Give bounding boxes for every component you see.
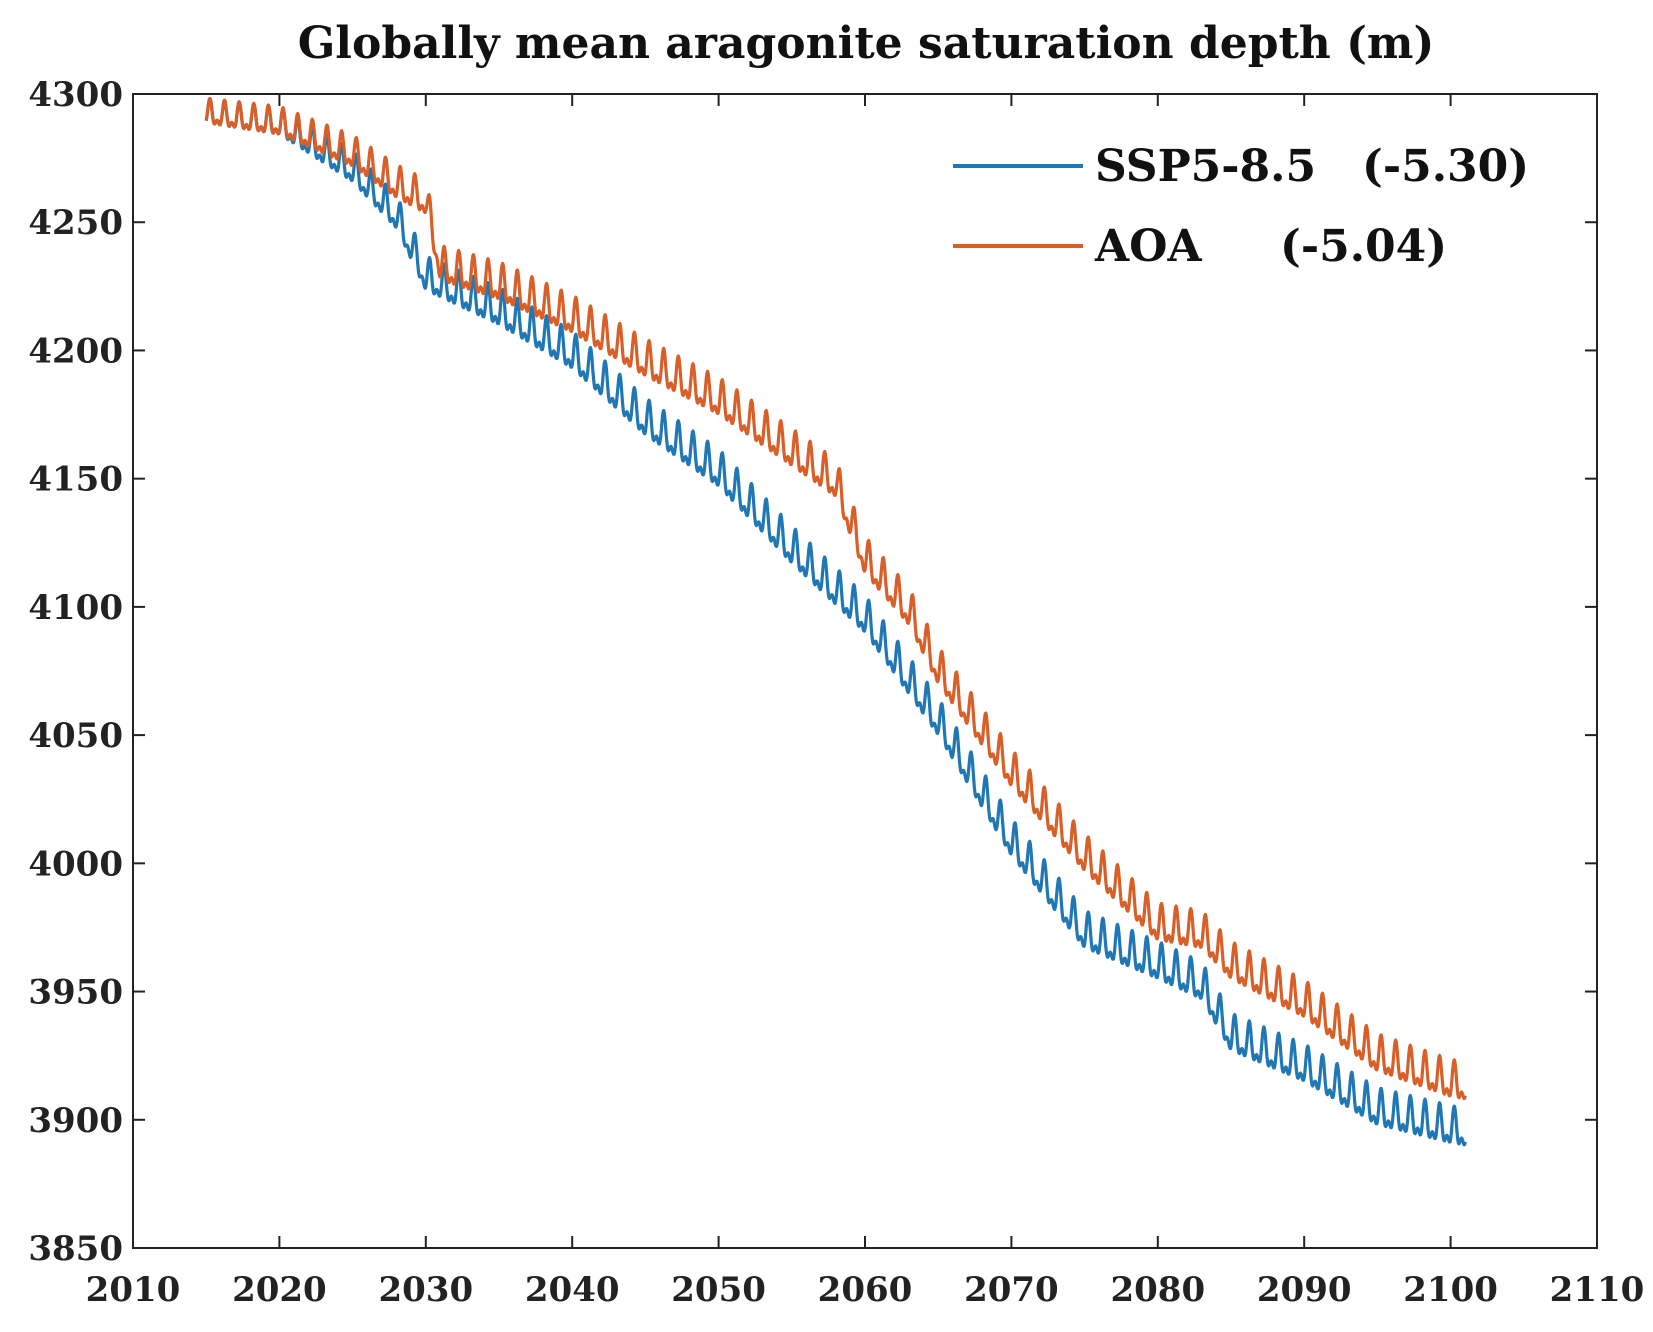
x-tick-label: 2040 [525, 1270, 620, 1310]
chart-title: Globally mean aragonite saturation depth… [298, 18, 1435, 69]
legend-value-aoa: (-5.04) [1280, 221, 1447, 272]
x-tick-label: 2070 [964, 1270, 1059, 1310]
legend: SSP5-8.5 (-5.30) AOA (-5.04) [953, 141, 1529, 272]
x-tick-label: 2090 [1257, 1270, 1352, 1310]
series-line-aoa [204, 96, 1467, 1101]
y-tick-label: 4250 [28, 203, 123, 243]
x-tick-label: 2020 [232, 1270, 327, 1310]
series-lines [204, 96, 1467, 1147]
x-tick-label: 2080 [1110, 1270, 1205, 1310]
x-tick-label: 2050 [671, 1270, 766, 1310]
y-tick-label: 3950 [28, 973, 123, 1013]
x-tick-label: 2030 [378, 1270, 473, 1310]
x-tick-label: 2100 [1403, 1270, 1498, 1310]
y-tick-label: 4200 [28, 331, 123, 371]
y-tick-label: 4150 [28, 460, 123, 500]
x-tick-label: 2010 [86, 1270, 181, 1310]
y-tick-label: 3900 [28, 1101, 123, 1141]
y-tick-label: 3850 [28, 1229, 123, 1269]
legend-label-ssp585: SSP5-8.5 [1095, 141, 1316, 192]
x-tick-label: 2110 [1550, 1270, 1645, 1310]
y-tick-label: 4050 [28, 716, 123, 756]
y-tick-label: 4300 [28, 75, 123, 115]
series-line-ssp585 [204, 96, 1467, 1147]
y-tick-label: 4000 [28, 844, 123, 884]
y-tick-label: 4100 [28, 588, 123, 628]
axis-ticks: 2010 2020 2030 2040 2050 2060 2070 2080 2090 2100… [28, 75, 1644, 1310]
legend-label-aoa: AOA [1094, 221, 1202, 272]
legend-value-ssp585: (-5.30) [1362, 141, 1529, 192]
x-tick-label: 2060 [818, 1270, 913, 1310]
